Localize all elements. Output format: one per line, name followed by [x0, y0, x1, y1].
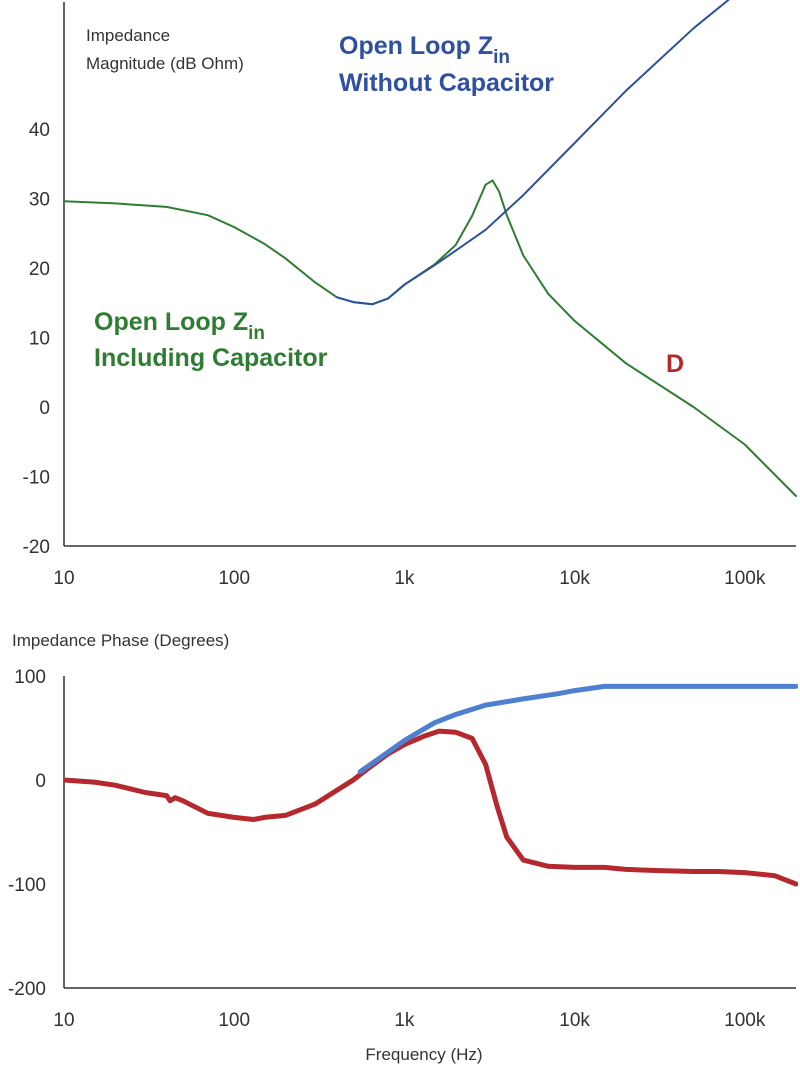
top-series-lines — [64, 0, 797, 497]
bottom-ylabel: Impedance Phase (Degrees) — [12, 631, 229, 650]
top-ylabel-line2: Magnitude (dB Ohm) — [86, 54, 244, 73]
top-x-tick-label: 100k — [724, 568, 766, 589]
annotation-d: D — [666, 350, 684, 378]
bottom-y-tick-label: -100 — [8, 875, 46, 896]
top-x-tick-label: 10 — [53, 568, 74, 589]
annotation-including-capacitor-line1: Open Loop Zin — [94, 308, 265, 344]
top-series-green-line — [64, 179, 797, 497]
top-y-tick-label: 40 — [29, 120, 50, 141]
top-y-tick-label: -10 — [23, 468, 50, 489]
bottom-y-tick-label: -200 — [8, 979, 46, 1000]
bottom-xlabel: Frequency (Hz) — [365, 1045, 482, 1064]
top-y-tick-label: 0 — [39, 398, 50, 419]
bottom-x-tick-label: 10k — [559, 1010, 590, 1031]
annotation-without-capacitor-line1: Open Loop Zin — [339, 32, 510, 68]
top-y-tick-label: 30 — [29, 190, 50, 211]
bottom-series-light_blue-line — [357, 683, 798, 775]
top-x-tick-label: 1k — [394, 568, 415, 589]
bottom-tick-labels: 10 100 1k 10k 100k -200 -100 0 100 — [8, 667, 766, 1031]
top-y-tick-label: 20 — [29, 259, 50, 280]
bottom-y-tick-label: 100 — [14, 667, 46, 688]
bottom-x-tick-label: 100 — [218, 1010, 250, 1031]
bottom-y-tick-label: 0 — [35, 771, 46, 792]
bottom-x-tick-label: 10 — [53, 1010, 74, 1031]
annotation-without-capacitor-line2: Without Capacitor — [339, 69, 554, 97]
top-y-tick-label: -20 — [23, 537, 50, 558]
top-series-blue-line — [335, 0, 730, 306]
bottom-x-tick-label: 1k — [394, 1010, 415, 1031]
bottom-series-red-line — [64, 728, 798, 887]
annotation-including-capacitor-line2: Including Capacitor — [94, 344, 328, 372]
top-tick-labels: 10 100 1k 10k 100k -20 -10 0 10 20 30 40 — [23, 120, 766, 589]
top-y-tick-label: 10 — [29, 329, 50, 350]
top-x-tick-label: 100 — [218, 568, 250, 589]
top-ylabel-line1: Impedance — [86, 26, 170, 45]
top-x-tick-label: 10k — [559, 568, 590, 589]
bottom-x-tick-label: 100k — [724, 1010, 766, 1031]
bottom-series-lines — [64, 683, 798, 887]
